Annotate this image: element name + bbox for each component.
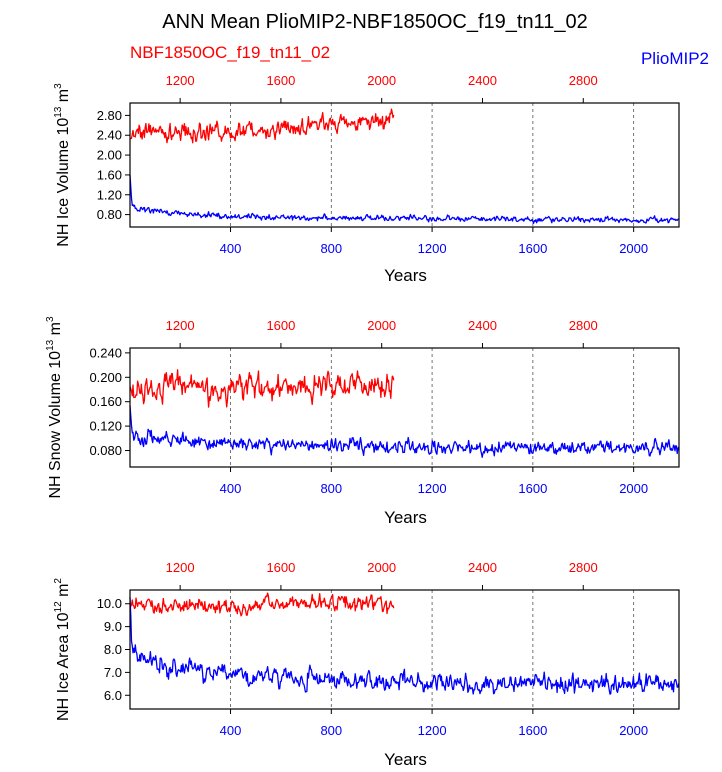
- y-tick-label: 7.0: [104, 665, 122, 680]
- x-tick-label-top: 2400: [468, 73, 497, 88]
- x-tick-label-top: 2000: [367, 73, 396, 88]
- series-label-bottom: PlioMIP2: [641, 49, 709, 68]
- y-tick-label: 8.0: [104, 642, 122, 657]
- x-tick-label-top: 2000: [367, 560, 396, 575]
- y-axis-label: NH Snow Volume 1013 m3: [45, 316, 64, 499]
- series-line-pliomip2: [129, 597, 680, 695]
- x-axis-label: Years: [384, 266, 427, 285]
- x-tick-label-bottom: 2000: [619, 723, 648, 738]
- y-tick-label: 0.200: [89, 370, 122, 385]
- x-tick-label-bottom: 2000: [619, 241, 648, 256]
- y-tick-label: 10.0: [97, 596, 122, 611]
- x-tick-label-bottom: 800: [320, 481, 342, 496]
- x-tick-label-top: 2800: [569, 318, 598, 333]
- y-tick-label: 0.240: [89, 345, 122, 360]
- plot-frame: [129, 102, 680, 228]
- x-tick-label-bottom: 1200: [418, 241, 447, 256]
- x-tick-label-top: 2800: [569, 73, 598, 88]
- panel-3: 6.0 7.0 8.0 9.0 10.0 400 800 1200 1600 2000 1200 16…: [53, 560, 680, 769]
- panel-2: 0.080 0.120 0.160 0.200 0.240 400 800 1200 1600 2…: [45, 316, 680, 527]
- y-tick-label: 2.40: [97, 128, 122, 143]
- x-tick-label-top: 1600: [266, 560, 295, 575]
- x-axis-label: Years: [384, 508, 427, 527]
- x-tick-label-bottom: 1200: [418, 481, 447, 496]
- y-tick-label: 2.00: [97, 148, 122, 163]
- x-tick-label-top: 2400: [468, 318, 497, 333]
- series-label-top: NBF1850OC_f19_tn11_02: [130, 43, 330, 62]
- x-tick-label-top: 2000: [367, 318, 396, 333]
- x-tick-label-bottom: 400: [220, 481, 242, 496]
- x-tick-label-top: 1600: [266, 73, 295, 88]
- y-tick-label: 0.80: [97, 207, 122, 222]
- series-line-pliomip2: [129, 174, 680, 224]
- y-tick-label: 9.0: [104, 619, 122, 634]
- x-tick-label-bottom: 1600: [518, 241, 547, 256]
- y-tick-label: 0.120: [89, 419, 122, 434]
- x-tick-label-bottom: 400: [220, 241, 242, 256]
- series-line-pliomip2: [129, 405, 680, 458]
- x-tick-label-bottom: 1600: [518, 723, 547, 738]
- panels: 0.80 1.20 1.60 2.00 2.40 2.80 400 800 1200 1600 20…: [45, 73, 680, 769]
- figure-title: ANN Mean PlioMIP2-NBF1850OC_f19_tn11_02: [162, 11, 587, 33]
- plot-frame: [129, 347, 680, 468]
- x-tick-label-top: 1200: [166, 73, 195, 88]
- y-tick-label: 0.160: [89, 394, 122, 409]
- x-tick-label-top: 1200: [166, 318, 195, 333]
- x-tick-label-top: 1200: [166, 560, 195, 575]
- x-tick-label-bottom: 400: [220, 723, 242, 738]
- y-axis-label: NH Ice Volume 1013 m3: [53, 83, 72, 247]
- y-tick-label: 0.080: [89, 443, 122, 458]
- x-axis-label: Years: [384, 750, 427, 769]
- x-tick-label-bottom: 800: [320, 241, 342, 256]
- series-line-nbf1850oc: [129, 108, 395, 144]
- x-tick-label-top: 2800: [569, 560, 598, 575]
- y-tick-label: 1.60: [97, 167, 122, 182]
- panel-1: 0.80 1.20 1.60 2.00 2.40 2.80 400 800 1200 1600 20…: [53, 73, 680, 285]
- x-tick-label-top: 2400: [468, 560, 497, 575]
- x-tick-label-bottom: 2000: [619, 481, 648, 496]
- x-tick-label-bottom: 800: [320, 723, 342, 738]
- y-tick-label: 6.0: [104, 688, 122, 703]
- series-line-nbf1850oc: [129, 369, 395, 408]
- x-tick-label-top: 1600: [266, 318, 295, 333]
- y-tick-label: 1.20: [97, 187, 122, 202]
- plot-frame: [129, 589, 680, 710]
- series-line-nbf1850oc: [129, 592, 395, 617]
- y-axis-label: NH Ice Area 1012 m2: [53, 578, 72, 721]
- y-tick-label: 2.80: [97, 108, 122, 123]
- x-tick-label-bottom: 1600: [518, 481, 547, 496]
- x-tick-label-bottom: 1200: [418, 723, 447, 738]
